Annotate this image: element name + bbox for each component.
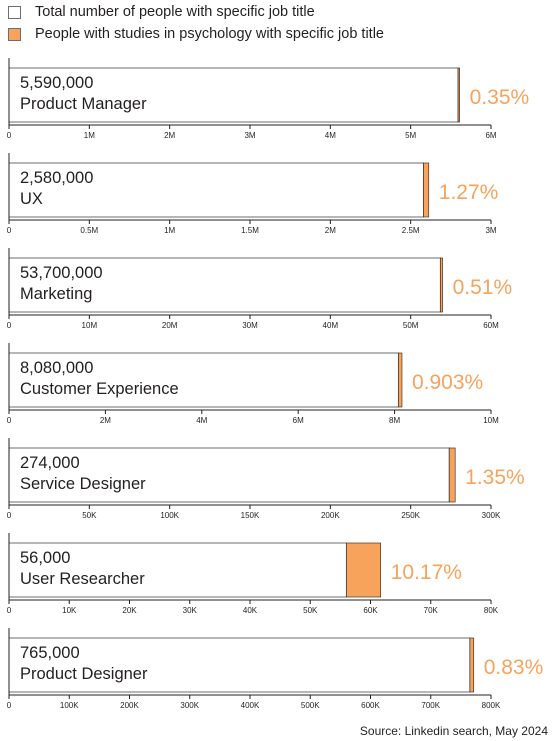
bar-psychology [423,162,430,218]
x-tick-label: 10M [483,416,499,425]
x-tick-label: 0 [7,416,12,425]
percent-label: 0.903% [412,371,483,394]
bar-value-label: 765,000 [20,644,80,662]
percent-label: 0.51% [453,276,513,299]
bar-psychology [398,352,403,408]
x-tick-label: 400K [241,701,260,710]
x-tick-label: 700K [421,701,440,710]
percent-label: 1.27% [439,181,499,204]
x-tick-label: 0 [7,321,12,330]
category-label: Service Designer [20,475,146,493]
x-tick-label: 0 [7,226,12,235]
percent-label: 10.17% [391,561,462,584]
category-label: Product Manager [20,95,147,113]
x-tick-label: 100K [160,511,179,520]
bar-total [8,542,347,598]
bar-value-label: 5,590,000 [20,74,93,92]
x-tick-label: 2.5M [402,226,420,235]
x-tick-label: 50K [82,511,97,520]
x-tick-label: 500K [301,701,320,710]
x-tick-label: 2M [164,131,175,140]
x-tick-label: 0.5M [80,226,98,235]
bar-psychology [440,257,443,313]
x-tick-label: 5M [405,131,416,140]
legend-label-psychology: People with studies in psychology with s… [35,26,384,42]
x-tick-label: 200K [120,701,139,710]
legend-item-psychology: People with studies in psychology with s… [8,24,384,44]
bar-value-label: 2,580,000 [20,169,93,187]
percent-label: 0.83% [484,656,544,679]
x-tick-label: 30M [242,321,258,330]
x-tick-label: 600K [361,701,380,710]
source-note: Source: Linkedin search, May 2024 [359,724,548,738]
x-tick-label: 20K [122,606,137,615]
category-label: UX [20,190,43,208]
x-tick-label: 50M [403,321,419,330]
bar-psychology [457,67,460,123]
x-tick-label: 6M [293,416,304,425]
legend-label-total: Total number of people with specific job… [35,4,315,20]
x-tick-label: 1M [84,131,95,140]
x-tick-label: 60K [363,606,378,615]
x-tick-label: 300K [482,511,501,520]
bar-total [8,257,441,313]
bar-value-label: 274,000 [20,454,80,472]
x-tick-label: 3M [244,131,255,140]
bar-total [8,352,399,408]
bar-value-label: 8,080,000 [20,359,93,377]
x-tick-label: 60M [483,321,499,330]
x-tick-label: 100K [60,701,79,710]
x-tick-label: 10K [62,606,77,615]
bar-value-label: 53,700,000 [20,264,103,282]
x-tick-label: 50K [303,606,318,615]
bar-psychology [469,637,475,693]
x-tick-label: 250K [401,511,420,520]
x-tick-label: 800K [482,701,501,710]
x-tick-label: 30K [183,606,198,615]
legend: Total number of people with specific job… [0,0,556,50]
x-tick-label: 10M [82,321,98,330]
percent-label: 1.35% [465,466,525,489]
bar-total [8,637,471,693]
bar-total [8,447,450,503]
legend-item-total: Total number of people with specific job… [8,2,315,22]
x-tick-label: 2M [100,416,111,425]
x-tick-label: 80K [484,606,499,615]
percent-label: 0.35% [470,86,530,109]
x-tick-label: 0 [7,511,12,520]
x-tick-label: 3M [485,226,496,235]
x-tick-label: 200K [321,511,340,520]
x-tick-label: 2M [325,226,336,235]
x-tick-label: 0 [7,131,12,140]
x-tick-label: 1.5M [241,226,259,235]
category-label: User Researcher [20,570,145,588]
x-tick-label: 20M [162,321,178,330]
bar-total [8,162,425,218]
bar-psychology [448,447,456,503]
legend-swatch-psychology [8,27,21,41]
x-tick-label: 4M [196,416,207,425]
x-tick-label: 6M [485,131,496,140]
x-tick-label: 8M [389,416,400,425]
legend-swatch-total [8,5,21,19]
x-tick-label: 0 [7,606,12,615]
x-tick-label: 1M [164,226,175,235]
category-label: Product Designer [20,665,148,683]
category-label: Customer Experience [20,380,179,398]
x-tick-label: 40K [243,606,258,615]
bar-value-label: 56,000 [20,549,70,567]
x-tick-label: 0 [7,701,12,710]
x-tick-label: 150K [241,511,260,520]
x-tick-label: 300K [180,701,199,710]
bar-psychology [346,542,382,598]
category-label: Marketing [20,285,92,303]
x-tick-label: 4M [325,131,336,140]
x-tick-label: 40M [323,321,339,330]
x-tick-label: 70K [424,606,439,615]
